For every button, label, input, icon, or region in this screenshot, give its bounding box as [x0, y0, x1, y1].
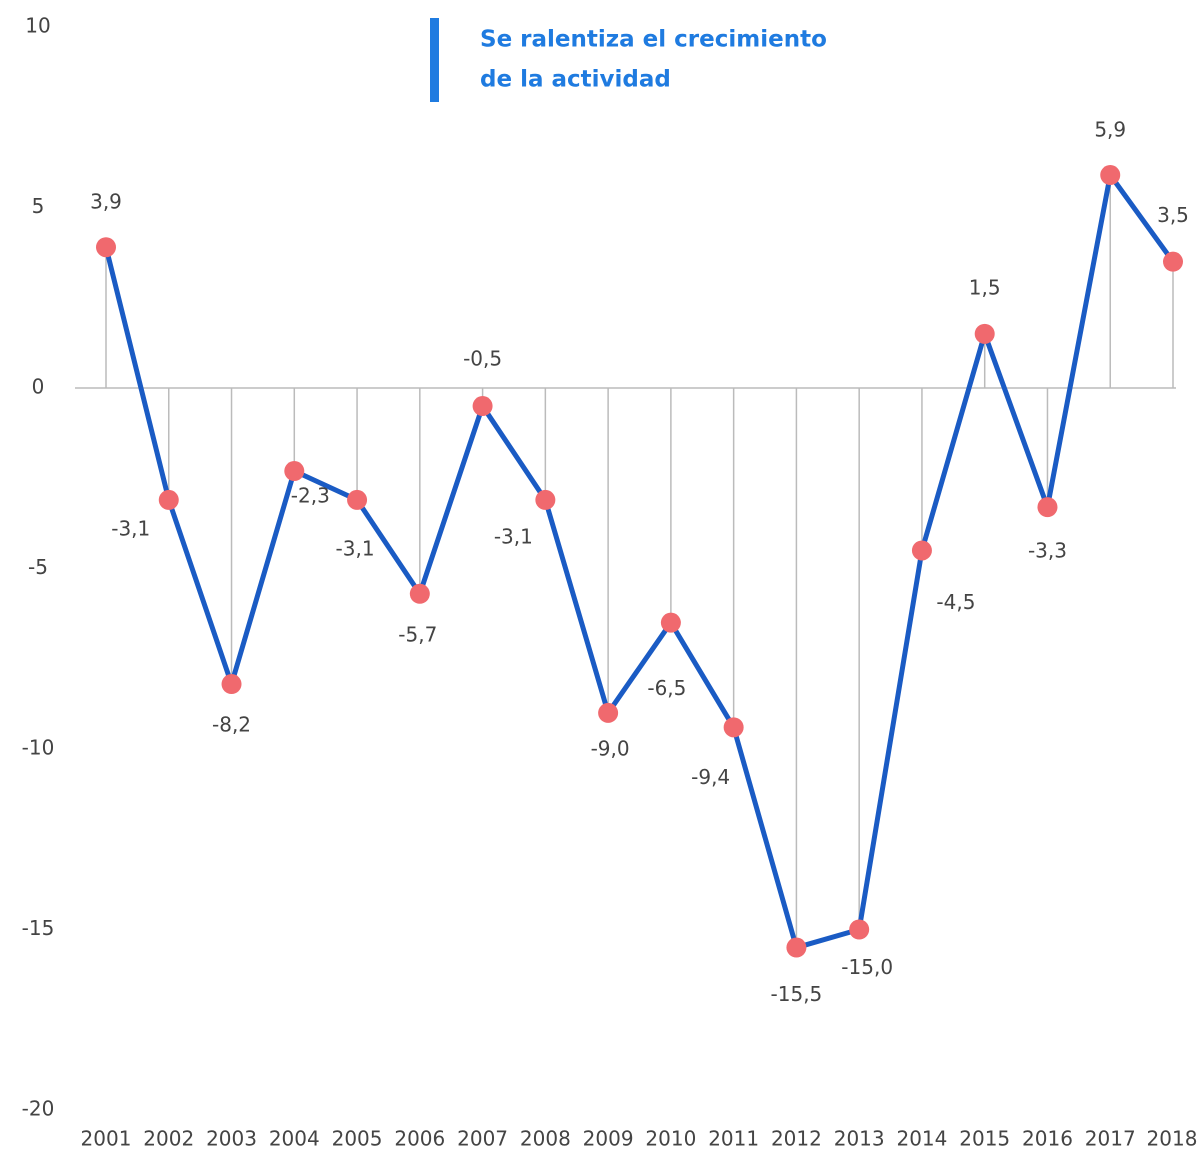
data-point — [849, 919, 870, 940]
data-point — [1100, 165, 1121, 186]
data-point — [723, 717, 744, 738]
data-label: -2,3 — [291, 484, 330, 508]
x-tick-label: 2015 — [959, 1127, 1010, 1151]
y-tick-label: -15 — [22, 916, 55, 940]
data-point — [598, 702, 619, 723]
x-tick-label: 2018 — [1147, 1127, 1198, 1151]
y-tick-label: 10 — [25, 14, 50, 38]
y-tick-label: -5 — [28, 555, 48, 579]
data-label: -3,1 — [336, 536, 375, 560]
y-tick-label: -20 — [22, 1097, 55, 1121]
data-point — [284, 461, 305, 482]
x-tick-label: 2013 — [834, 1127, 885, 1151]
data-label: 3,9 — [90, 190, 122, 214]
data-point — [1163, 251, 1183, 272]
x-tick-label: 2010 — [645, 1127, 696, 1151]
data-label: -3,1 — [111, 516, 150, 540]
x-tick-label: 2003 — [206, 1127, 257, 1151]
data-point — [660, 612, 681, 633]
y-tick-label: -10 — [22, 736, 55, 760]
data-label: 1,5 — [969, 275, 1001, 299]
data-point — [911, 540, 932, 561]
data-label: -4,5 — [936, 590, 975, 614]
data-label: -8,2 — [212, 713, 251, 737]
x-tick-label: 2008 — [520, 1127, 571, 1151]
data-point — [221, 674, 242, 695]
data-label: -15,5 — [771, 982, 823, 1006]
y-tick-label: 0 — [32, 375, 45, 399]
data-point — [158, 489, 179, 510]
x-tick-label: 2004 — [269, 1127, 320, 1151]
data-label: -5,7 — [398, 622, 437, 646]
data-label: -9,4 — [691, 765, 730, 789]
data-label: -9,0 — [591, 736, 630, 760]
x-tick-label: 2011 — [708, 1127, 759, 1151]
data-label: 3,5 — [1157, 203, 1189, 227]
data-point — [409, 583, 430, 604]
data-point — [472, 396, 493, 417]
data-point — [1037, 497, 1058, 518]
x-tick-label: 2009 — [583, 1127, 634, 1151]
chart-title: de la actividad — [480, 67, 671, 93]
x-tick-label: 2017 — [1085, 1127, 1136, 1151]
data-point — [96, 237, 116, 258]
data-point — [974, 323, 995, 344]
x-tick-label: 2006 — [394, 1127, 445, 1151]
x-tick-label: 2002 — [143, 1127, 194, 1151]
title-bar — [430, 18, 439, 102]
data-point — [347, 489, 368, 510]
data-label: -3,1 — [494, 524, 533, 548]
data-point — [535, 489, 556, 510]
x-tick-label: 2007 — [457, 1127, 508, 1151]
data-label: -15,0 — [841, 955, 893, 979]
y-tick-label: 5 — [32, 194, 45, 218]
x-tick-label: 2016 — [1022, 1127, 1073, 1151]
data-label: -0,5 — [463, 347, 502, 371]
data-label: -6,5 — [647, 676, 686, 700]
x-tick-label: 2001 — [81, 1127, 132, 1151]
chart-title: Se ralentiza el crecimiento — [480, 27, 827, 53]
data-point — [786, 937, 807, 958]
x-tick-label: 2014 — [896, 1127, 947, 1151]
data-label: 5,9 — [1094, 118, 1126, 142]
data-label: -3,3 — [1028, 539, 1067, 563]
data-line — [103, 172, 1176, 951]
x-tick-label: 2005 — [332, 1127, 383, 1151]
x-tick-label: 2012 — [771, 1127, 822, 1151]
